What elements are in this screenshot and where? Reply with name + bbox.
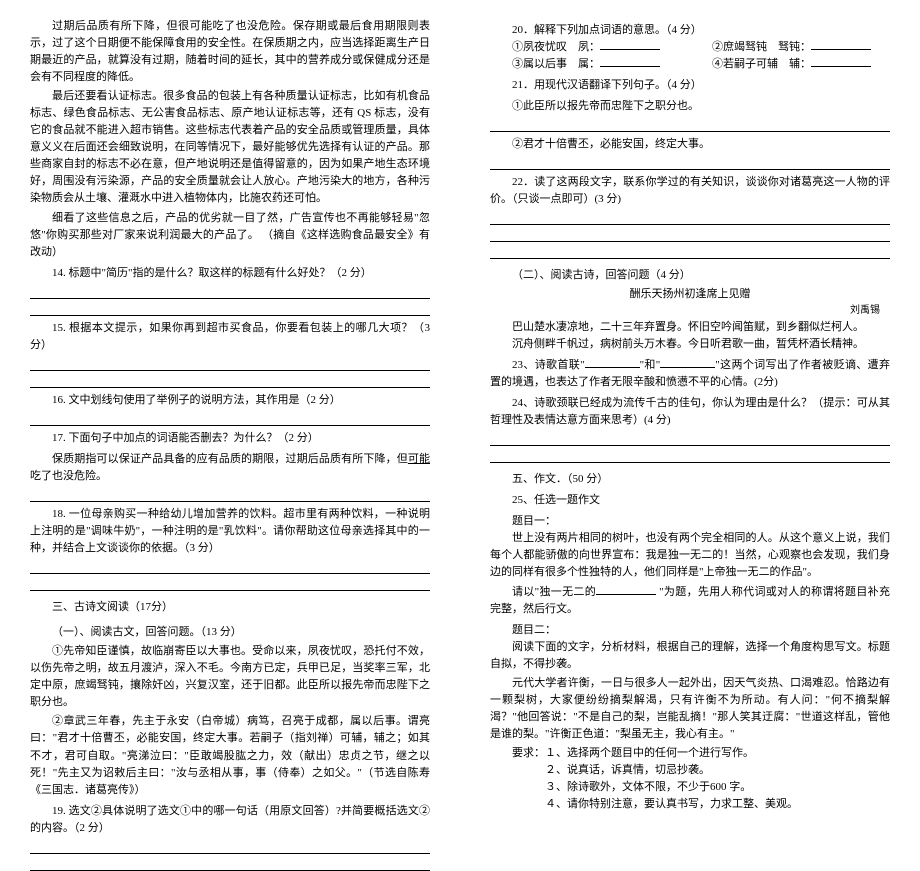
question-14: 14. 标题中"简历"指的是什么？取这样的标题有什么好处？（2 分）: [30, 265, 430, 282]
classical-text-2: ②章武三年春，先主于永安（白帝城）病笃，召亮于成都，属以后事。谓亮曰："君才十倍…: [30, 713, 430, 798]
left-column: 过期后品质有所下降，但很可能吃了也没危险。保存期或最后食用期限则表示，过了这个日…: [0, 0, 460, 650]
topic-1-req-a: 请以"独一无二的: [512, 586, 596, 598]
subsection-2: （二）、阅读古诗，回答问题（4 分）: [490, 267, 890, 284]
passage-para: 细看了这些信息之后，产品的优劣就一目了然，广告宣传也不再能够轻易"忽悠"你购买那…: [30, 210, 430, 261]
question-25: 25、任选一题作文: [490, 492, 890, 509]
answer-line: [490, 156, 890, 170]
blank-inline: [660, 367, 715, 368]
question-17-body: 保质期指可以保证产品具备的应有品质的期限，过期后品质有所下降，但可能吃了也没危险…: [30, 451, 430, 485]
poem-line: 沉舟侧畔千帆过，病树前头万木春。今日听君歌一曲，暂凭杯酒长精神。: [490, 336, 890, 353]
answer-line: [30, 488, 430, 502]
question-16: 16. 文中划线句使用了举例子的说明方法，其作用是（2 分）: [30, 392, 430, 409]
answer-line: [490, 228, 890, 242]
blank-inline: [596, 594, 656, 595]
answer-line: [490, 118, 890, 132]
answer-line: [30, 577, 430, 591]
topic-2-story: 元代大学者许衡，一日与很多人一起外出，因天气炎热、口渴难忍。恰路边有一颗梨树，大…: [490, 675, 890, 743]
requirement-3: ３、除诗歌外，文体不限，不少于600 字。: [490, 779, 890, 796]
blank-inline: [811, 49, 871, 50]
vocab-item: ①夙夜忧叹: [512, 41, 567, 53]
answer-line: [30, 412, 430, 426]
answer-line: [490, 245, 890, 259]
blank-inline: [600, 49, 660, 50]
vocab-item: ③属以后事: [512, 58, 567, 70]
poem-title: 酬乐天扬州初逢席上见赠: [490, 286, 890, 303]
vocab-row: ③属以后事 属： ④若嗣子可辅 辅：: [490, 56, 890, 73]
right-column: 20．解释下列加点词语的意思。（4 分） ①夙夜忧叹 夙： ②庶竭驽钝 驽钝： …: [460, 0, 920, 650]
answer-line: [490, 449, 890, 463]
blank-inline: [600, 66, 660, 67]
requirement-4: ４、请你特别注意，要认真书写，力求工整、美观。: [490, 796, 890, 813]
answer-line: [30, 857, 430, 871]
blank-inline: [585, 367, 640, 368]
poem-author: 刘禹锡: [490, 303, 890, 319]
section-5-title: 五、作文．（50 分）: [490, 471, 890, 488]
answer-line: [490, 432, 890, 446]
translate-2: ②君才十倍曹丕，必能安国，终定大事。: [490, 136, 890, 153]
question-18: 18. 一位母亲购买一种给幼儿增加营养的饮料。超市里有两种饮料，一种说明上注明的…: [30, 506, 430, 557]
vocab-item: ④若嗣子可辅: [712, 58, 778, 70]
topic-1-passage: 世上没有两片相同的树叶，也没有两个完全相同的人。从这个意义上说，我们每个人都能骄…: [490, 530, 890, 581]
answer-line: [30, 357, 430, 371]
translate-1: ①此臣所以报先帝而忠陛下之职分也。: [490, 98, 890, 115]
question-17: 17. 下面句子中加点的词语能否删去？为什么？（2 分）: [30, 430, 430, 447]
vocab-label: 驽钝：: [778, 41, 811, 53]
q23-text: "和": [640, 359, 661, 371]
question-22: 22．读了这两段文字，联系你学过的有关知识，谈谈你对诸葛亮这一人物的评价。（只谈…: [490, 174, 890, 208]
question-20: 20．解释下列加点词语的意思。（4 分）: [490, 22, 890, 39]
passage-para: 过期后品质有所下降，但很可能吃了也没危险。保存期或最后食用期限则表示，过了这个日…: [30, 18, 430, 86]
answer-line: [30, 560, 430, 574]
exam-page: 过期后品质有所下降，但很可能吃了也没危险。保存期或最后食用期限则表示，过了这个日…: [0, 0, 920, 650]
vocab-label: 辅：: [789, 58, 811, 70]
passage-para: 最后还要看认证标志。很多食品的包装上有各种质量认证标志，比如有机食品标志、绿色食…: [30, 88, 430, 207]
question-24: 24、诗歌颈联已经成为流传千古的佳句，你认为理由是什么？（提示：可从其哲理性及表…: [490, 395, 890, 429]
requirement-2: ２、说真话，诉真情，切忌抄袭。: [490, 762, 890, 779]
topic-1-label: 题目一：: [490, 513, 890, 530]
blank-inline: [811, 66, 871, 67]
poem-line: 巴山楚水凄凉地，二十三年弃置身。怀旧空吟闻笛赋，到乡翻似烂柯人。: [490, 319, 890, 336]
answer-line: [30, 285, 430, 299]
answer-line: [490, 211, 890, 225]
question-15: 15. 根据本文提示，如果你再到超市买食品，你要看包装上的哪几大项？（3 分）: [30, 320, 430, 354]
requirement-1: 要求：１、选择两个题目中的任何一个进行写作。: [490, 745, 890, 762]
classical-text-1: ①先帝知臣谨慎，故临崩寄臣以大事也。受命以来，夙夜忧叹，恐托付不效，以伤先帝之明…: [30, 643, 430, 711]
topic-2-label: 题目二：: [490, 622, 890, 639]
vocab-label: 属：: [578, 58, 600, 70]
q23-text: 23、诗歌首联": [512, 359, 585, 371]
section-3-title: 三、古诗文阅读（17分）: [30, 599, 430, 616]
vocab-label: 夙：: [578, 41, 600, 53]
question-23: 23、诗歌首联""和""这两个词写出了作者被贬谪、遭弃置的境遇，也表达了作者无限…: [490, 357, 890, 391]
answer-line: [30, 374, 430, 388]
answer-line: [30, 840, 430, 854]
topic-1-req: 请以"独一无二的 "为题，先用人称代词或对人的称谓将题目补充完整，然后行文。: [490, 584, 890, 618]
question-21: 21．用现代汉语翻译下列句子。（4 分）: [490, 77, 890, 94]
answer-line: [30, 302, 430, 316]
vocab-item: ②庶竭驽钝: [712, 41, 767, 53]
question-19: 19. 选文②具体说明了选文①中的哪一句话（用原文回答）?并简要概括选文②的内容…: [30, 803, 430, 837]
vocab-row: ①夙夜忧叹 夙： ②庶竭驽钝 驽钝：: [490, 39, 890, 56]
topic-2-passage: 阅读下面的文字，分析材料，根据自己的理解，选择一个角度构思写文。标题自拟，不得抄…: [490, 639, 890, 673]
subsection-1: （一）、阅读古文，回答问题。（13 分）: [30, 624, 430, 641]
